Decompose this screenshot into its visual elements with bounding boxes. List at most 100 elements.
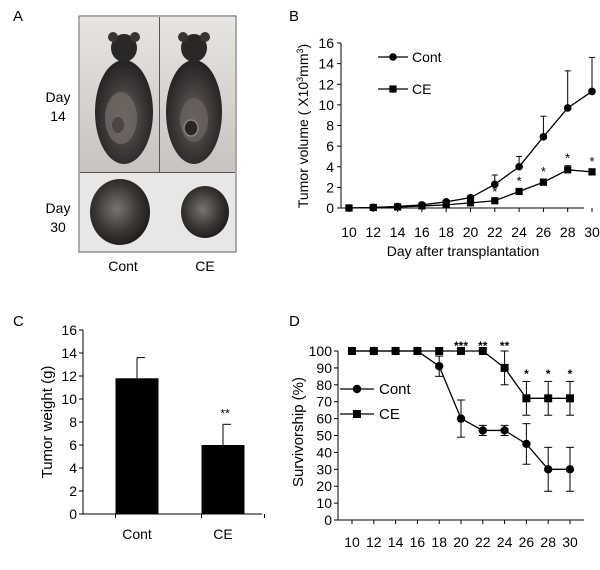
y-tick-label: 2 xyxy=(326,179,334,195)
legend-label-ce: CE xyxy=(412,81,431,97)
data-point-ce xyxy=(491,197,499,205)
data-point-ce xyxy=(435,347,444,355)
significance-mark: * xyxy=(517,173,522,188)
data-point-ce xyxy=(522,394,531,403)
col-label-cont: Cont xyxy=(108,258,138,274)
data-point-ce xyxy=(369,347,378,355)
x-tick-label: 28 xyxy=(540,534,556,550)
y-tick-label: 14 xyxy=(61,345,77,361)
x-tick-label: 10 xyxy=(341,224,357,240)
chart-tumor-weight: 0 2 4 6 8 10 12 14 16 Tumor weight (g) Cont CE ** xyxy=(39,322,265,542)
data-point-ce xyxy=(544,394,553,403)
significance-mark: ** xyxy=(500,339,510,353)
x-tick-label: 30 xyxy=(562,534,578,550)
data-point-ce xyxy=(478,347,487,355)
data-point-ce xyxy=(369,203,377,212)
data-point-ce xyxy=(566,394,574,403)
y-axis-label-part: mm xyxy=(295,54,311,77)
data-point-ce xyxy=(588,168,596,176)
y-tick-label: 30 xyxy=(316,461,332,477)
x-tick-label: 12 xyxy=(366,534,382,550)
legend-label-ce: CE xyxy=(379,406,400,423)
y-tick-label: 90 xyxy=(316,360,332,376)
significance-mark: *** xyxy=(454,339,468,353)
data-point-ce xyxy=(500,363,509,372)
x-tick-label: 28 xyxy=(560,224,576,240)
bar-cont xyxy=(115,378,159,514)
data-point-ce xyxy=(418,202,426,210)
y-tick-label: 50 xyxy=(316,428,332,444)
row-label-day30-line2: 30 xyxy=(50,219,66,235)
x-tick-label: 12 xyxy=(366,224,382,240)
significance-mark: * xyxy=(546,367,551,381)
significance-mark: ** xyxy=(478,339,488,353)
y-tick-label: 80 xyxy=(316,377,332,393)
data-point-ce xyxy=(413,347,422,355)
y-axis-label: Survivorship (%) xyxy=(290,377,307,487)
legend-marker-cont xyxy=(352,384,362,394)
data-point-ce xyxy=(457,347,465,355)
x-tick-label: 26 xyxy=(519,534,535,550)
y-tick-label: 10 xyxy=(61,391,77,407)
y-tick-label: 12 xyxy=(61,368,77,384)
tumor-photo-ce-day30 xyxy=(181,186,229,238)
significance-mark: * xyxy=(568,367,573,381)
panel-letter-c: C xyxy=(13,313,24,330)
data-point-ce xyxy=(345,204,353,212)
y-tick-label: 2 xyxy=(69,483,77,499)
y-tick-label: 0 xyxy=(69,506,77,522)
y-tick-label: 0 xyxy=(326,200,334,216)
data-point-cont xyxy=(491,180,499,189)
mouse-photo-cont-day14 xyxy=(80,17,159,172)
data-point-cont xyxy=(565,465,575,474)
data-point-cont xyxy=(539,133,548,141)
x-tick-label: 16 xyxy=(414,224,430,240)
y-tick-label: 8 xyxy=(69,414,77,430)
data-point-cont xyxy=(588,87,596,96)
y-tick-label: 16 xyxy=(318,35,334,51)
data-point-cont xyxy=(563,104,572,112)
x-tick-label: 20 xyxy=(453,534,469,550)
y-axis-label-part: Tumor volume ( X10 xyxy=(295,82,311,209)
y-tick-label: 16 xyxy=(61,322,77,338)
data-point-cont xyxy=(500,426,509,435)
x-tick-label: 14 xyxy=(390,224,406,240)
data-point-cont xyxy=(544,465,553,474)
bar-ce xyxy=(201,445,245,514)
significance-mark: * xyxy=(524,367,529,381)
data-point-cont xyxy=(515,162,523,171)
data-point-ce xyxy=(564,166,572,174)
x-tick-label: 10 xyxy=(344,534,360,550)
y-tick-label: 60 xyxy=(316,411,332,427)
y-tick-label: 20 xyxy=(316,478,332,494)
significance-mark: ** xyxy=(220,406,230,420)
row-label-day30-line1: Day xyxy=(46,200,71,216)
col-label-ce: CE xyxy=(195,258,214,274)
legend-marker-ce xyxy=(353,410,361,418)
y-tick-label: 6 xyxy=(69,437,77,453)
panel-letter-b: B xyxy=(289,8,299,25)
panel-letter-a: A xyxy=(13,8,23,25)
significance-mark: * xyxy=(565,151,570,166)
y-tick-label: 70 xyxy=(316,394,332,410)
y-tick-label: 10 xyxy=(316,495,332,511)
x-tick-label: 14 xyxy=(388,534,404,550)
y-tick-label: 100 xyxy=(309,343,333,359)
data-point-cont xyxy=(435,362,444,371)
y-axis-label-part: ) xyxy=(295,44,311,49)
y-axis-label: Tumor weight (g) xyxy=(39,366,56,479)
data-point-cont xyxy=(478,426,487,435)
data-point-cont xyxy=(456,414,466,423)
data-point-ce xyxy=(442,201,450,209)
x-tick-label: 22 xyxy=(475,534,491,550)
data-point-ce xyxy=(466,199,475,207)
significance-mark: * xyxy=(541,164,546,179)
y-tick-label: 4 xyxy=(69,460,77,476)
x-tick-label: 18 xyxy=(438,224,454,240)
x-axis-label: Day after transplantation xyxy=(387,243,540,259)
y-tick-label: 0 xyxy=(324,512,332,528)
x-tick-label: 24 xyxy=(497,534,513,550)
y-axis-label-part: 3 xyxy=(295,49,305,54)
